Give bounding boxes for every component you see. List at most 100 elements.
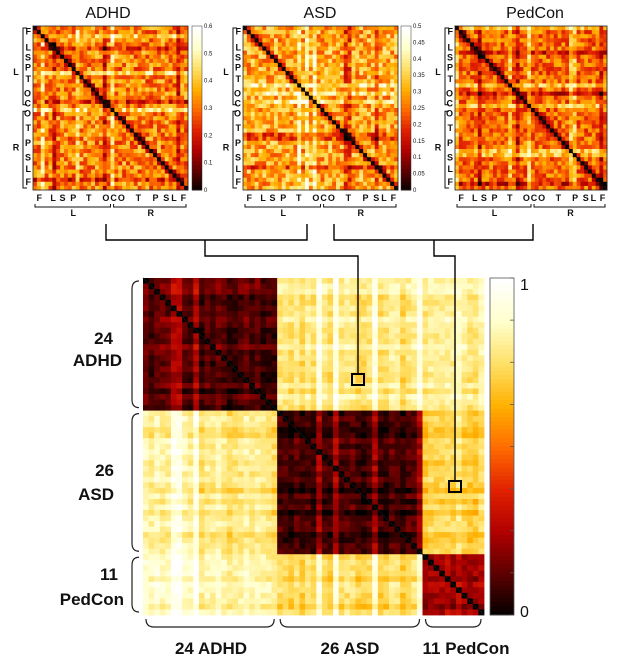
heatmap-cell: [580, 46, 585, 51]
heatmap-cell: [343, 157, 349, 162]
heatmap-cell: [599, 99, 604, 105]
heatmap-cell: [500, 62, 505, 68]
heatmap-cell: [603, 103, 608, 109]
heatmap-cell: [118, 185, 123, 191]
heatmap-cell: [277, 161, 283, 166]
heatmap-cell: [542, 26, 547, 31]
heatmap-cell: [367, 177, 372, 183]
heatmap-cell: [274, 144, 279, 150]
heatmap-cell: [603, 75, 608, 80]
heatmap-cell: [274, 42, 279, 47]
heatmap-cell: [114, 75, 119, 80]
heatmap-cell: [363, 185, 368, 191]
heatmap-cell: [455, 95, 460, 101]
heatmap-cell: [320, 67, 325, 72]
heatmap-cell: [157, 132, 162, 138]
heatmap-cell: [87, 169, 92, 174]
heatmap-cell: [149, 136, 154, 142]
heatmap-cell: [527, 26, 532, 31]
heatmap-cell: [281, 140, 287, 146]
asd-colorbar-step: [401, 50, 411, 56]
heatmap-cell: [160, 120, 166, 125]
heatmap-cell: [531, 91, 536, 97]
asd-colorbar-step: [401, 124, 411, 129]
heatmap-cell: [339, 91, 345, 97]
heatmap-cell: [390, 140, 395, 146]
heatmap-cell: [458, 75, 463, 80]
heatmap-cell: [361, 278, 368, 284]
heatmap-cell: [378, 161, 383, 166]
heatmap-cell: [312, 181, 318, 187]
heatmap-cell: [160, 79, 166, 84]
heatmap-cell: [164, 30, 170, 35]
heatmap-cell: [250, 54, 256, 60]
heatmap-cell: [145, 79, 150, 84]
heatmap-cell: [336, 149, 341, 154]
heatmap-cell: [312, 71, 318, 76]
heatmap-cell: [603, 161, 608, 166]
heatmap-cell: [390, 132, 395, 138]
heatmap-cell: [281, 120, 287, 125]
heatmap-cell: [343, 58, 349, 64]
heatmap-cell: [176, 169, 181, 174]
heatmap-cell: [508, 185, 513, 191]
heatmap-cell: [496, 103, 501, 109]
heatmap-cell: [557, 30, 562, 35]
heatmap-cell: [180, 83, 185, 88]
heatmap-cell: [114, 103, 119, 109]
heatmap-cell: [75, 181, 80, 187]
heatmap-cell: [176, 181, 181, 187]
heatmap-cell: [512, 34, 517, 39]
heatmap-cell: [198, 278, 205, 284]
heatmap-cell: [301, 140, 306, 146]
heatmap-cell: [390, 173, 395, 179]
heatmap-cell: [531, 38, 536, 43]
heatmap-cell: [550, 46, 555, 51]
heatmap-cell: [394, 136, 399, 142]
heatmap-cell: [262, 54, 267, 60]
heatmap-cell: [455, 173, 460, 179]
heatmap-cell: [531, 30, 536, 35]
heatmap-cell: [576, 99, 581, 105]
heatmap-cell: [122, 38, 127, 43]
heatmap-cell: [180, 149, 185, 154]
heatmap-cell: [603, 95, 608, 101]
heatmap-cell: [470, 169, 475, 174]
heatmap-cell: [98, 165, 104, 170]
heatmap-cell: [515, 62, 520, 68]
heatmap-cell: [71, 149, 77, 154]
heatmap-cell: [500, 46, 505, 51]
heatmap-cell: [599, 83, 604, 88]
heatmap-cell: [386, 62, 391, 68]
heatmap-cell: [328, 149, 333, 154]
heatmap-cell: [550, 62, 555, 68]
heatmap-cell: [289, 50, 294, 56]
heatmap-cell: [363, 50, 368, 56]
heatmap-cell: [565, 99, 570, 105]
heatmap-cell: [531, 46, 536, 51]
heatmap-cell: [332, 173, 337, 179]
adhd-colorbar-step: [192, 67, 202, 72]
heatmap-cell: [157, 181, 162, 187]
heatmap-cell: [561, 144, 566, 150]
heatmap-cell: [584, 185, 589, 191]
heatmap-cell: [538, 140, 543, 146]
heatmap-cell: [60, 30, 65, 35]
heatmap-cell: [52, 144, 57, 150]
heatmap-cell: [129, 83, 135, 88]
heatmap-cell: [394, 173, 399, 179]
heatmap-cell: [75, 132, 80, 138]
heatmap-cell: [102, 42, 108, 47]
heatmap-cell: [599, 75, 604, 80]
heatmap-cell: [308, 116, 314, 121]
heatmap-cell: [254, 165, 259, 170]
heatmap-cell: [281, 173, 287, 179]
heatmap-cell: [538, 26, 543, 31]
heatmap-cell: [470, 136, 475, 142]
heatmap-cell: [52, 136, 57, 142]
heatmap-cell: [320, 83, 325, 88]
heatmap-cell: [44, 157, 49, 162]
heatmap-cell: [258, 99, 263, 105]
heatmap-cell: [48, 161, 53, 166]
heatmap-cell: [250, 177, 256, 183]
